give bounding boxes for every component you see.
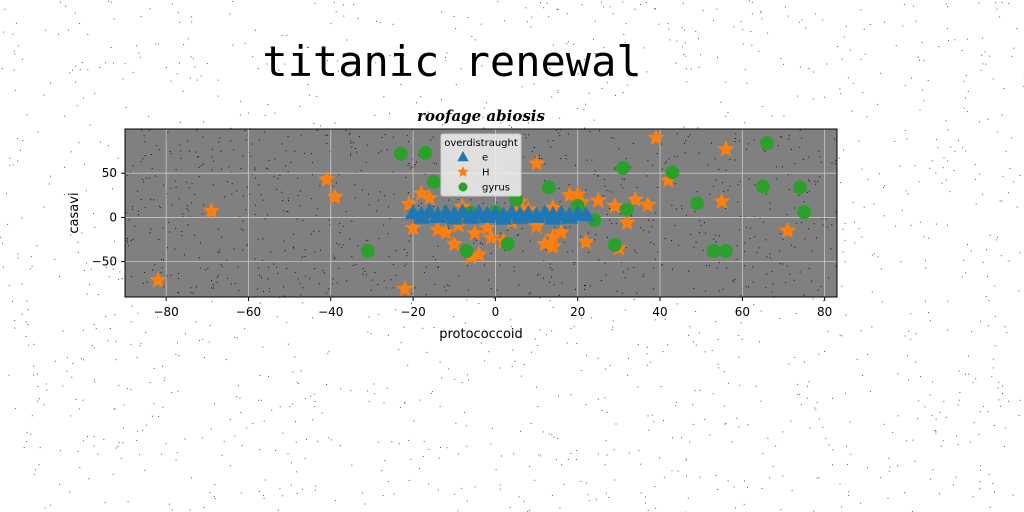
x-tick-label: 60 [735, 305, 750, 319]
data-point-gyrus [690, 196, 705, 211]
data-point-H [536, 234, 554, 252]
data-point-H [544, 237, 562, 254]
x-tick-label: 40 [652, 305, 667, 319]
data-point-e [495, 209, 513, 225]
data-point-gyrus [500, 236, 515, 251]
data-point-H [626, 190, 644, 207]
y-tick-label: 50 [102, 166, 117, 180]
data-point-gyrus [760, 136, 775, 151]
data-points [149, 129, 812, 297]
data-point-H [421, 189, 439, 206]
data-point-gyrus [615, 160, 630, 175]
data-point-e [560, 208, 579, 224]
y-tick-label: −50 [92, 255, 117, 269]
legend-box [440, 133, 522, 197]
data-point-H [396, 280, 414, 297]
x-axis-label: protococcoid [439, 327, 523, 342]
data-point-H [544, 227, 562, 245]
x-tick-label: 20 [570, 305, 585, 319]
data-point-gyrus [426, 175, 441, 190]
data-point-e [445, 209, 463, 225]
x-tick-label: −40 [318, 305, 343, 319]
data-point-H [445, 234, 463, 252]
y-axis-ticks: −50 0 50 [92, 166, 125, 269]
data-point-H [466, 224, 484, 241]
data-point-H [437, 223, 455, 240]
data-point-gyrus [706, 244, 721, 259]
data-point-H [779, 221, 797, 238]
data-point-H [404, 219, 422, 236]
data-point-e [478, 207, 496, 223]
data-point-H [326, 188, 344, 205]
data-point-gyrus [418, 145, 433, 160]
data-point-H [528, 154, 546, 171]
data-point-gyrus [393, 146, 408, 161]
data-point-gyrus [607, 237, 622, 252]
data-point-gyrus [797, 205, 812, 220]
legend-marker-gyrus [458, 182, 468, 192]
data-point-H [470, 245, 488, 262]
data-point-e [511, 208, 529, 224]
plot-frame [124, 128, 838, 298]
data-point-gyrus [792, 180, 807, 195]
data-point-H [318, 170, 336, 187]
data-point-H [639, 196, 657, 213]
x-tick-label: 0 [492, 305, 500, 319]
data-point-e [577, 205, 595, 222]
data-point-e [429, 207, 447, 223]
data-point-H [717, 140, 735, 157]
data-point-H [577, 233, 595, 250]
y-tick-label: 0 [109, 210, 117, 224]
legend-marker-H [457, 166, 469, 177]
data-point-H [618, 213, 636, 230]
data-point-gyrus [718, 244, 733, 259]
legend-marker-e [457, 151, 469, 162]
data-point-gyrus [665, 165, 680, 180]
series-e [404, 203, 595, 225]
data-point-H [713, 192, 731, 209]
data-point-H [589, 191, 607, 208]
legend-title: overdistraught [444, 138, 518, 149]
page-title: titanic renewal [262, 37, 641, 86]
data-point-gyrus [541, 180, 556, 195]
legend-label-e: e [482, 153, 488, 164]
data-point-e [544, 209, 562, 225]
legend-label-H: H [482, 168, 490, 179]
data-point-gyrus [620, 202, 635, 217]
y-axis-label: casavi [67, 192, 82, 233]
x-tick-label: −20 [400, 305, 425, 319]
x-tick-label: −60 [236, 305, 261, 319]
x-tick-label: 80 [817, 305, 832, 319]
data-point-H [149, 271, 167, 288]
data-point-gyrus [755, 179, 770, 194]
legend-label-gyrus: gyrus [482, 183, 510, 194]
data-point-gyrus [459, 244, 474, 259]
data-point-H [647, 129, 665, 146]
data-point-e [462, 208, 480, 224]
data-point-e [528, 207, 546, 223]
data-point-H [528, 217, 546, 234]
x-axis-ticks: −80 −60 −40 −20 0 20 40 60 80 [153, 297, 832, 319]
data-point-gyrus [360, 244, 375, 259]
data-point-H [482, 228, 500, 245]
chart-title: roofage abiosis [417, 107, 545, 125]
data-point-H [659, 171, 677, 188]
data-point-H [202, 202, 220, 219]
x-tick-label: −80 [153, 305, 178, 319]
data-point-e [412, 208, 430, 224]
data-point-H [606, 196, 624, 214]
